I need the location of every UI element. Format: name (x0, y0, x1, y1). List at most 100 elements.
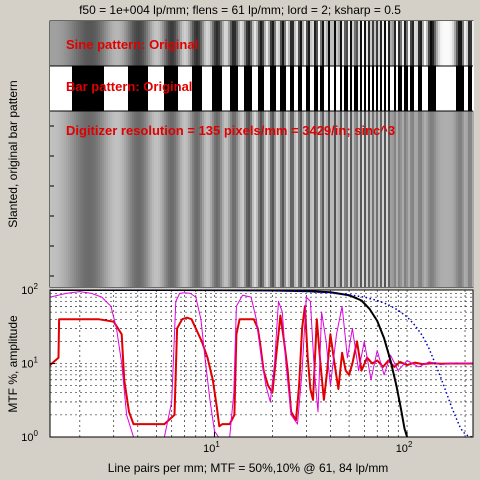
sine-column (268, 21, 270, 66)
slant-column (70, 111, 72, 287)
bar-column (432, 66, 434, 111)
bar-column (440, 66, 442, 111)
sine-column (120, 21, 122, 66)
slant-column (162, 111, 164, 287)
bar-column (88, 66, 90, 111)
sine-column (148, 21, 150, 66)
slant-column (50, 111, 52, 287)
sine-column (212, 21, 214, 66)
bar-column (442, 66, 444, 111)
sine-column (470, 21, 472, 66)
bar-column (460, 66, 462, 111)
slant-column (268, 111, 270, 287)
bar-column (114, 66, 116, 111)
slant-column (140, 111, 142, 287)
sine-column (204, 21, 206, 66)
slant-column (454, 111, 456, 287)
bar-column (336, 66, 338, 111)
bar-column (118, 66, 120, 111)
sine-column (254, 21, 256, 66)
grid (50, 290, 473, 437)
bar-column (320, 66, 322, 111)
bar-column (352, 66, 354, 111)
sine-column (366, 21, 368, 66)
sine-column (430, 21, 432, 66)
sine-column (270, 21, 272, 66)
bar-column (312, 66, 314, 111)
bar-column (66, 66, 68, 111)
sine-column (396, 21, 398, 66)
series-line-0 (50, 305, 473, 428)
bar-column (466, 66, 468, 111)
sine-column (176, 21, 178, 66)
slant-column (206, 111, 208, 287)
slant-column (448, 111, 450, 287)
slant-column (94, 111, 96, 287)
sine-column (132, 21, 134, 66)
slant-column (172, 111, 174, 287)
bar-column (218, 66, 220, 111)
slant-column (398, 111, 400, 287)
bar-column (452, 66, 454, 111)
bar-column (274, 66, 276, 111)
slant-column (66, 111, 68, 287)
slant-column (92, 111, 94, 287)
sine-column (200, 21, 202, 66)
bar-column (184, 66, 186, 111)
sine-column (384, 21, 386, 66)
bar-column (212, 66, 214, 111)
slant-column (294, 111, 296, 287)
bar-column (242, 66, 244, 111)
slant-column (392, 111, 394, 287)
bar-column (98, 66, 100, 111)
bar-column (86, 66, 88, 111)
slant-column (326, 111, 328, 287)
bar-column (142, 66, 144, 111)
slant-column (218, 111, 220, 287)
bar-column (454, 66, 456, 111)
bar-column (418, 66, 420, 111)
bar-column (346, 66, 348, 111)
slant-column (120, 111, 122, 287)
bar-column (138, 66, 140, 111)
slant-column (344, 111, 346, 287)
sine-column (414, 21, 416, 66)
sine-column (350, 21, 352, 66)
bar-column (90, 66, 92, 111)
sine-column (70, 21, 72, 66)
slant-column (332, 111, 334, 287)
sine-column (356, 21, 358, 66)
sine-column (360, 21, 362, 66)
slant-column (286, 111, 288, 287)
sine-column (310, 21, 312, 66)
bar-column (246, 66, 248, 111)
bar-column (174, 66, 176, 111)
slant-column (364, 111, 366, 287)
sine-column (300, 21, 302, 66)
slant-column (110, 111, 112, 287)
slant-column (158, 111, 160, 287)
sine-column (118, 21, 120, 66)
sine-column (134, 21, 136, 66)
slant-column (356, 111, 358, 287)
bar-column (96, 66, 98, 111)
sine-column (222, 21, 224, 66)
sine-column (220, 21, 222, 66)
bar-column (104, 66, 106, 111)
slant-column (318, 111, 320, 287)
sine-column (370, 21, 372, 66)
sine-column (196, 21, 198, 66)
slant-column (116, 111, 118, 287)
slant-column (438, 111, 440, 287)
sine-column (98, 21, 100, 66)
slant-column (126, 111, 128, 287)
sine-column (94, 21, 96, 66)
sine-column (424, 21, 426, 66)
bar-column (244, 66, 246, 111)
slant-column (406, 111, 408, 287)
sine-column (316, 21, 318, 66)
slant-column (312, 111, 314, 287)
sine-column (352, 21, 354, 66)
bar-column (342, 66, 344, 111)
sine-column (322, 21, 324, 66)
